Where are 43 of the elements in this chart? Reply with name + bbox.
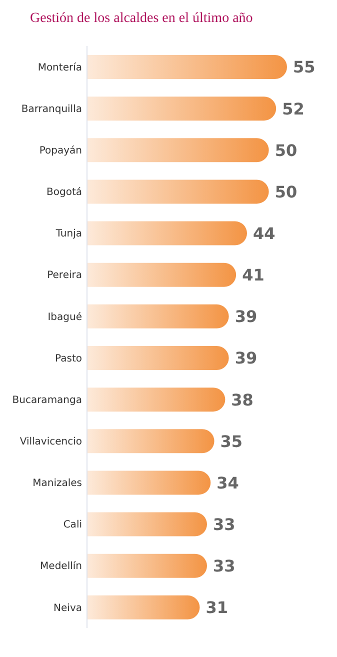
data-label: 38	[231, 390, 254, 410]
bar	[87, 595, 200, 620]
data-label: 31	[206, 598, 228, 618]
bar	[87, 388, 226, 412]
y-tick-label: Bucaramanga	[12, 394, 82, 406]
data-label: 33	[213, 514, 236, 534]
data-label: 52	[282, 99, 304, 118]
y-tick-label: Pasto	[55, 353, 82, 364]
bar	[87, 512, 207, 536]
y-tick-label: Neiva	[54, 602, 82, 614]
y-tick-label: Manizales	[32, 478, 82, 490]
bar	[87, 180, 269, 204]
bar	[87, 429, 214, 454]
y-tick-label: Tunja	[54, 228, 82, 240]
data-label: 39	[234, 348, 258, 368]
bar	[87, 346, 229, 370]
y-tick-label: Cali	[63, 520, 82, 531]
data-label: 50	[274, 182, 298, 202]
y-tick-label: Popayán	[39, 145, 82, 156]
chart-title: Gestión de los alcaldes en el último año	[29, 10, 254, 28]
y-tick-label: Barranquilla	[21, 104, 82, 115]
y-tick-label: Villavicencio	[20, 436, 82, 448]
data-label: 35	[220, 432, 243, 451]
bar	[87, 554, 207, 578]
y-tick-label: Bogotá	[46, 187, 82, 198]
data-label: 34	[216, 473, 239, 492]
data-label: 41	[242, 266, 264, 285]
bar	[87, 96, 276, 121]
bar	[87, 262, 236, 287]
data-label: 50	[274, 140, 298, 160]
data-label: 44	[253, 224, 276, 243]
data-label: 55	[293, 58, 316, 77]
bar	[87, 304, 229, 328]
data-label: 39	[234, 307, 258, 326]
y-tick-label: Ibagué	[48, 312, 82, 323]
bar	[87, 55, 287, 79]
y-tick-label: Pereira	[47, 270, 82, 282]
data-label: 33	[213, 556, 236, 576]
bar	[87, 138, 269, 162]
y-tick-label: Medellín	[40, 561, 82, 572]
y-tick-label: Montería	[38, 62, 82, 74]
bar	[87, 470, 211, 495]
bar	[87, 221, 247, 246]
